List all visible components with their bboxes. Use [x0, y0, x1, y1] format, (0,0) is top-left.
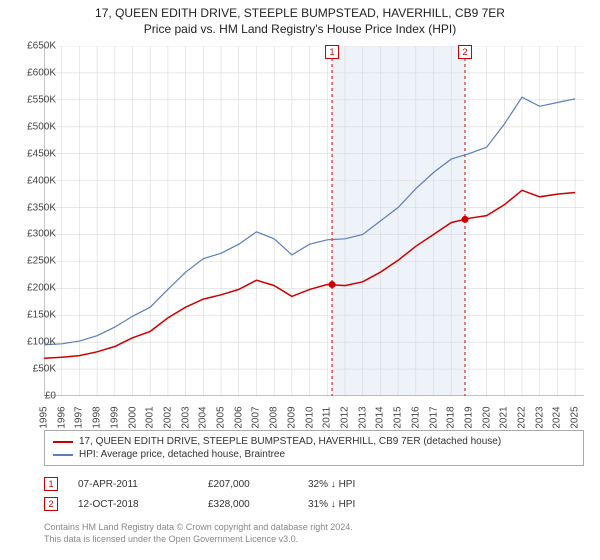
- y-tick-label: £650K: [16, 41, 56, 52]
- x-tick-label: 2002: [162, 403, 173, 433]
- x-tick-label: 2023: [534, 403, 545, 433]
- x-tick-label: 2015: [393, 403, 404, 433]
- x-tick-label: 2018: [446, 403, 457, 433]
- x-tick-label: 1998: [92, 403, 103, 433]
- legend-box: 17, QUEEN EDITH DRIVE, STEEPLE BUMPSTEAD…: [44, 430, 584, 466]
- legend-label-hpi: HPI: Average price, detached house, Brai…: [79, 449, 285, 460]
- sale-date: 07-APR-2011: [78, 479, 188, 490]
- y-tick-label: £250K: [16, 256, 56, 267]
- x-tick-label: 2013: [357, 403, 368, 433]
- y-tick-label: £50K: [16, 364, 56, 375]
- x-tick-label: 2005: [216, 403, 227, 433]
- sale-date: 12-OCT-2018: [78, 499, 188, 510]
- x-tick-label: 2008: [269, 403, 280, 433]
- x-tick-label: 1997: [74, 403, 85, 433]
- x-tick-label: 2000: [127, 403, 138, 433]
- legend-row-property: 17, QUEEN EDITH DRIVE, STEEPLE BUMPSTEAD…: [53, 435, 575, 448]
- x-tick-label: 2006: [233, 403, 244, 433]
- table-row: 2 12-OCT-2018 £328,000 31% ↓ HPI: [44, 494, 584, 514]
- y-tick-label: £400K: [16, 175, 56, 186]
- legend-swatch-hpi: [53, 454, 73, 456]
- y-tick-label: £300K: [16, 229, 56, 240]
- sale-delta: 31% ↓ HPI: [308, 499, 398, 510]
- x-tick-label: 2020: [481, 403, 492, 433]
- x-tick-label: 2007: [251, 403, 262, 433]
- y-tick-label: £550K: [16, 94, 56, 105]
- x-tick-label: 2011: [322, 403, 333, 433]
- sale-marker-1: 1: [44, 477, 58, 491]
- x-tick-label: 2019: [463, 403, 474, 433]
- sale-price: £207,000: [208, 479, 288, 490]
- x-tick-label: 1999: [109, 403, 120, 433]
- chart-container: 17, QUEEN EDITH DRIVE, STEEPLE BUMPSTEAD…: [0, 0, 600, 560]
- footer: Contains HM Land Registry data © Crown c…: [44, 522, 584, 545]
- x-tick-label: 2017: [428, 403, 439, 433]
- x-tick-label: 2022: [517, 403, 528, 433]
- x-tick-label: 1996: [56, 403, 67, 433]
- x-tick-label: 1995: [39, 403, 50, 433]
- sales-table: 1 07-APR-2011 £207,000 32% ↓ HPI 2 12-OC…: [44, 474, 584, 514]
- chart-area: [44, 46, 584, 396]
- x-tick-label: 2009: [286, 403, 297, 433]
- x-tick-label: 2001: [145, 403, 156, 433]
- legend-label-property: 17, QUEEN EDITH DRIVE, STEEPLE BUMPSTEAD…: [79, 436, 501, 447]
- x-tick-label: 2014: [375, 403, 386, 433]
- sale-marker-2: 2: [44, 497, 58, 511]
- x-tick-label: 2010: [304, 403, 315, 433]
- chart-svg: [44, 46, 584, 396]
- x-tick-label: 2012: [339, 403, 350, 433]
- legend-swatch-property: [53, 441, 73, 443]
- sale-delta: 32% ↓ HPI: [308, 479, 398, 490]
- title-block: 17, QUEEN EDITH DRIVE, STEEPLE BUMPSTEAD…: [0, 0, 600, 36]
- y-tick-label: £100K: [16, 337, 56, 348]
- sale-price: £328,000: [208, 499, 288, 510]
- y-tick-label: £600K: [16, 67, 56, 78]
- x-tick-label: 2003: [180, 403, 191, 433]
- x-tick-label: 2025: [570, 403, 581, 433]
- title-address: 17, QUEEN EDITH DRIVE, STEEPLE BUMPSTEAD…: [0, 6, 600, 20]
- y-tick-label: £0: [16, 391, 56, 402]
- table-row: 1 07-APR-2011 £207,000 32% ↓ HPI: [44, 474, 584, 494]
- y-tick-label: £350K: [16, 202, 56, 213]
- event-marker-box: 1: [325, 45, 339, 59]
- y-tick-label: £150K: [16, 310, 56, 321]
- y-tick-label: £200K: [16, 283, 56, 294]
- footer-line1: Contains HM Land Registry data © Crown c…: [44, 522, 584, 534]
- event-marker-box: 2: [458, 45, 472, 59]
- x-tick-label: 2021: [499, 403, 510, 433]
- x-tick-label: 2004: [198, 403, 209, 433]
- y-tick-label: £450K: [16, 148, 56, 159]
- info-box: 17, QUEEN EDITH DRIVE, STEEPLE BUMPSTEAD…: [44, 430, 584, 545]
- footer-line2: This data is licensed under the Open Gov…: [44, 534, 584, 546]
- x-tick-label: 2016: [410, 403, 421, 433]
- x-tick-label: 2024: [552, 403, 563, 433]
- title-subtitle: Price paid vs. HM Land Registry's House …: [0, 22, 600, 36]
- y-tick-label: £500K: [16, 121, 56, 132]
- legend-row-hpi: HPI: Average price, detached house, Brai…: [53, 448, 575, 461]
